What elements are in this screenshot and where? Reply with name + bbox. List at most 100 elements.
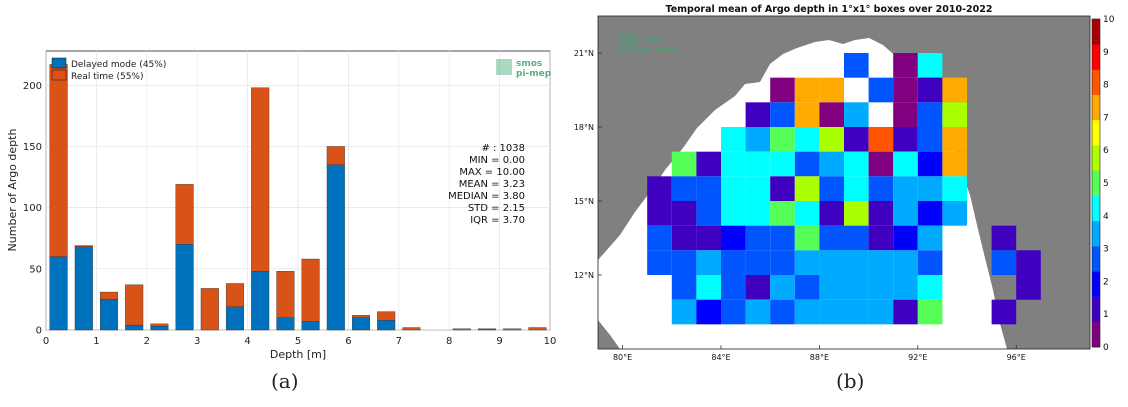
stat-line: MEDIAN = 3.80 [448,191,525,202]
grid-cell [671,299,697,325]
colorbar-tick-label: 1 [1103,310,1109,320]
grid-cell [721,176,746,201]
grid-cell [917,127,943,152]
grid-cell [819,176,844,201]
grid-cell [696,250,721,275]
grid-cell [794,275,820,300]
grid-cell [647,176,672,201]
colorbar-segment [1092,271,1100,297]
grid-cell [721,201,746,226]
colorbar-tick-label: 4 [1103,212,1109,222]
bar-realtime [377,311,396,321]
bar-delayed [74,246,93,331]
x-tick-label: 0 [43,336,49,347]
legend-label-realtime: Real time (55%) [71,72,143,82]
x-tick-label: 2 [144,336,150,347]
grid-cell [893,201,918,226]
grid-cell [893,225,918,251]
grid-cell [868,275,894,300]
y-tick-label: 150 [23,142,42,153]
histogram-figure: 0 1 2 3 4 5 6 7 8 9 10 0 50 100 150 200 Depth [m] Numb… [0,0,565,403]
grid-cell [671,275,697,300]
map-logo-text-2: pi-mep [641,45,677,55]
legend-swatch-delayed [51,57,67,69]
grid-cell [696,299,721,325]
grid-cell [794,299,820,325]
grid-cell [696,201,721,226]
grid-cell [942,102,967,127]
grid-cell [794,250,820,275]
histogram-y-ticks: 0 50 100 150 200 [23,81,42,337]
colorbar-segment [1092,19,1100,45]
colorbar-tick-label: 2 [1103,277,1109,287]
grid-cell [770,151,795,177]
x-tick-label: 9 [496,336,502,347]
bar-realtime [175,184,194,245]
grid-cell [745,299,771,325]
grid-cell [868,201,894,226]
grid-cell [721,299,746,325]
grid-cell [844,176,869,201]
grid-cell [745,176,771,201]
grid-cell [868,299,894,325]
colorbar-segment [1092,119,1100,146]
grid-cell [844,299,869,325]
grid-cell [942,127,967,152]
grid-cell [917,250,943,275]
grid-cell [721,127,746,152]
y-tick-label: 0 [36,326,42,337]
grid-cell [745,127,771,152]
y-tick-label: 200 [23,81,42,92]
grid-cell [770,201,795,226]
grid-cell [671,151,697,177]
grid-cell [819,151,844,177]
grid-cell [893,77,918,103]
histogram-grid [45,51,551,331]
x-tick-label: 7 [396,336,402,347]
grid-cell [819,102,844,127]
bar-realtime [200,288,219,331]
grid-cell [770,299,795,325]
grid-cell [893,102,918,127]
grid-cell [794,176,820,201]
grid-cell [893,127,918,152]
grid-cell [868,127,894,152]
grid-cell [844,225,869,251]
grid-cell [745,250,771,275]
grid-cell [868,151,894,177]
bar-realtime [74,245,93,247]
grid-cell [794,225,820,251]
colorbar-segment [1092,44,1100,70]
grid-cell [721,151,746,177]
grid-cell [844,151,869,177]
legend-swatch-realtime [51,69,67,81]
bar-realtime [528,327,547,331]
grid-cell [1016,250,1041,275]
grid-cell [868,77,894,103]
grid-cell [794,77,820,103]
grid-cell [893,275,918,300]
colorbar-segment [1092,195,1100,222]
legend-label-delayed: Delayed mode (45%) [71,60,166,70]
grid-cell [671,225,697,251]
colorbar-segment [1092,321,1100,348]
grid-cell [942,77,967,103]
grid-cell [1016,275,1041,300]
colorbar-segment [1092,69,1100,95]
bar-realtime [225,283,245,307]
map-area [598,16,1090,349]
grid-cell [917,299,943,325]
colorbar-segment [1092,246,1100,272]
bar-delayed [377,320,396,331]
bar-delayed [351,317,371,331]
colorbar-tick-label: 10 [1103,15,1115,25]
colorbar-segment [1092,296,1100,323]
colorbar-tick-label: 8 [1103,81,1109,91]
grid-cell [844,275,869,300]
bar-realtime [351,315,371,318]
grid-cell [770,275,795,300]
grid-cell [745,201,771,226]
lat-tick-label: 21°N [574,49,594,58]
stat-line: IQR = 3.70 [470,215,525,226]
bar-realtime [150,323,169,327]
